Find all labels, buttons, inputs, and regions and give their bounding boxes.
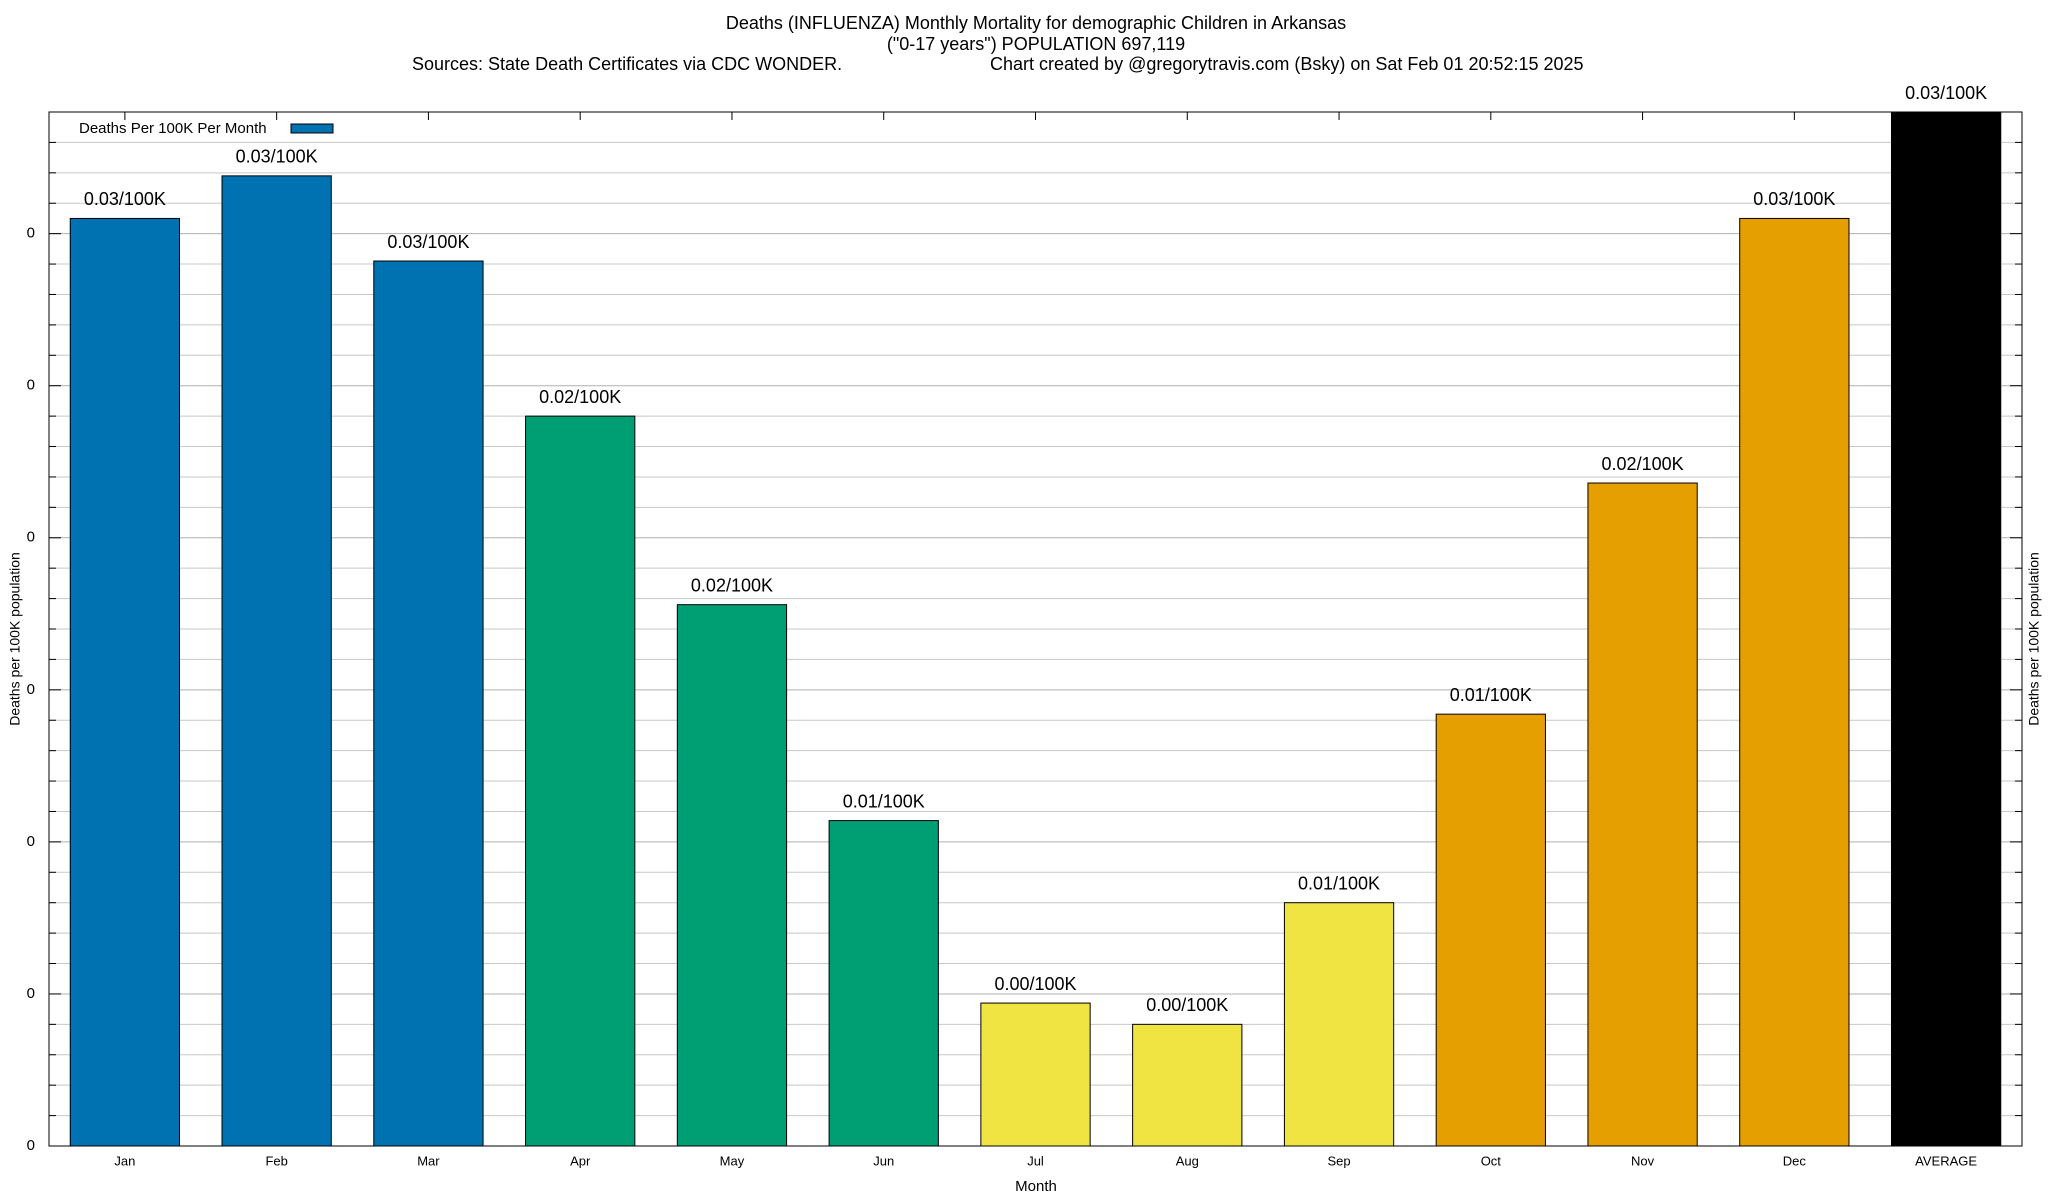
bar: [1890, 111, 2002, 1147]
y-tick-label: 0: [27, 985, 35, 1002]
bar: [1587, 482, 1698, 1147]
value-label: 0.02/100K: [539, 387, 621, 407]
bar: [1283, 902, 1395, 1147]
x-tick-label: Oct: [1481, 1153, 1502, 1168]
value-label: 0.02/100K: [1602, 454, 1684, 474]
value-label: 0.02/100K: [691, 575, 773, 595]
x-tick-label: Jul: [1027, 1153, 1044, 1168]
value-label: 0.03/100K: [236, 147, 318, 167]
value-label: 0.00/100K: [994, 974, 1076, 994]
x-tick-label: Dec: [1783, 1153, 1807, 1168]
bar: [69, 217, 181, 1147]
chart-source: Sources: State Death Certificates via CD…: [412, 54, 842, 74]
value-label: 0.01/100K: [843, 791, 925, 811]
legend-swatch: [290, 123, 334, 134]
x-tick-label: Apr: [570, 1153, 591, 1168]
value-label: 0.03/100K: [387, 232, 469, 252]
plot-frame: [48, 111, 2023, 1147]
bar: [221, 175, 332, 1147]
value-label: 0.00/100K: [1146, 995, 1228, 1015]
value-label: 0.03/100K: [1905, 83, 1987, 103]
value-label: 0.01/100K: [1298, 873, 1380, 893]
x-tick-label: Jun: [873, 1153, 894, 1168]
y-tick-label: 0: [27, 833, 35, 850]
value-label: 0.03/100K: [1753, 189, 1835, 209]
bar: [1132, 1023, 1243, 1147]
y-tick-label: 0: [27, 529, 35, 546]
bar: [1739, 217, 1850, 1147]
y2-axis-label: Deaths per 100K population: [2026, 552, 2042, 726]
bar: [1435, 713, 1546, 1147]
x-axis-label: Month: [1015, 1178, 1057, 1195]
chart-subtitle: ("0-17 years") POPULATION 697,119: [887, 34, 1185, 54]
x-tick-label: Feb: [265, 1153, 287, 1168]
legend-label: Deaths Per 100K Per Month: [79, 120, 267, 137]
y-tick-label: 0: [27, 681, 35, 698]
bar: [525, 415, 636, 1147]
bar: [980, 1002, 1091, 1147]
bar: [373, 260, 484, 1147]
x-tick-label: Sep: [1327, 1153, 1350, 1168]
x-tick-label: Mar: [417, 1153, 440, 1168]
value-label: 0.03/100K: [84, 189, 166, 209]
y-tick-label: 0: [27, 225, 35, 242]
y-axis-label: Deaths per 100K population: [7, 552, 23, 726]
x-tick-label: Jan: [114, 1153, 135, 1168]
bar: [828, 820, 939, 1147]
x-tick-label: AVERAGE: [1915, 1153, 1977, 1168]
chart-credit: Chart created by @gregorytravis.com (Bsk…: [990, 54, 1584, 74]
x-tick-label: May: [720, 1153, 745, 1168]
y-tick-label: 0: [27, 377, 35, 394]
bar: [676, 604, 788, 1147]
value-label: 0.01/100K: [1450, 685, 1532, 705]
x-tick-label: Aug: [1176, 1153, 1199, 1168]
chart-title: Deaths (INFLUENZA) Monthly Mortality for…: [726, 13, 1346, 33]
x-tick-label: Nov: [1631, 1153, 1655, 1168]
y-tick-label: 0: [27, 1137, 35, 1154]
